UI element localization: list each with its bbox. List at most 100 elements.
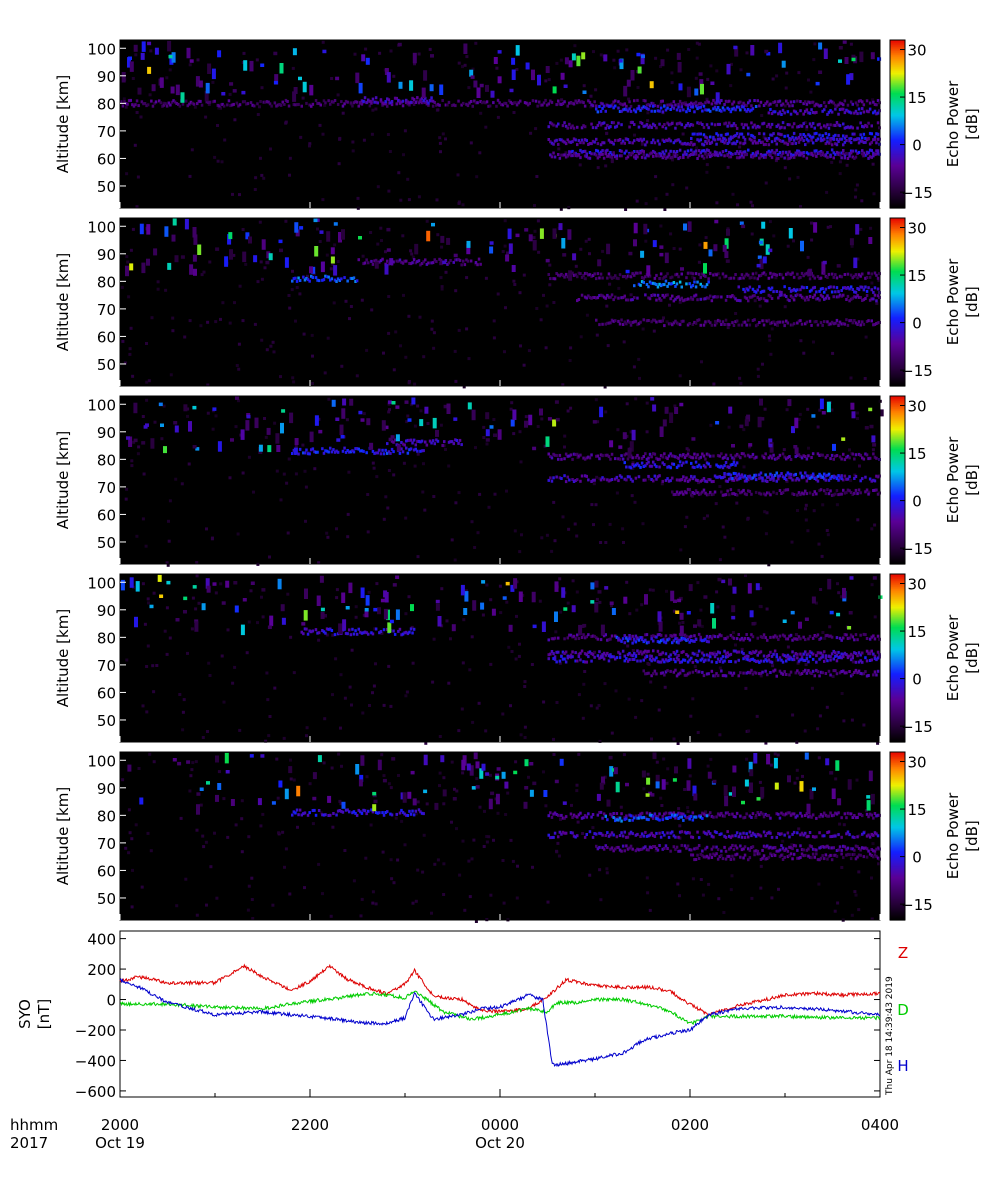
x-tick-label: 2000 [101, 1116, 139, 1134]
y-tick-label: 50 [97, 356, 116, 374]
meteor-echoes [120, 574, 883, 637]
y-tick-label: 50 [97, 178, 116, 196]
background-noise [122, 40, 880, 211]
series-label-z: Z [898, 944, 908, 962]
y-tick-label: 60 [97, 862, 116, 880]
hhmm-label: hhmm [10, 1116, 58, 1134]
echo-power-panel-5: 50 60 70 80 90 100 Altitude [km] −15 0 15 30 Echo P… [54, 751, 981, 923]
colorbar-tick-label: 15 [907, 801, 926, 819]
colorbar: −15 0 15 30 Echo Power [dB] [889, 573, 981, 743]
echo-layer [386, 438, 463, 447]
y-tick-label: 70 [97, 835, 116, 853]
echo-layer [690, 131, 881, 141]
y-tick-label: −600 [75, 1083, 116, 1101]
y-axis-label: Altitude [km] [54, 75, 72, 173]
y-tick-label: 60 [97, 150, 116, 168]
colorbar-tick-label: 30 [907, 398, 926, 416]
x-tick-label: 0200 [671, 1116, 709, 1134]
echo-power-panel-2: 50 60 70 80 90 100 Altitude [km] −15 0 15 30 Echo P… [54, 217, 981, 389]
y-axis-unit: [nT] [35, 999, 53, 1029]
y-tick-label: 80 [97, 807, 116, 825]
colorbar-tick-label: 0 [912, 849, 922, 867]
x-tick-label: 0000 [481, 1116, 519, 1134]
y-tick-label: 100 [87, 574, 116, 592]
y-tick-label: 50 [97, 534, 116, 552]
x-date-label: Oct 19 [95, 1134, 145, 1152]
echo-layer [291, 808, 425, 817]
line-plot-frame [119, 930, 881, 1098]
y-axis-label: SYO [16, 999, 34, 1029]
y-tick-label: 50 [97, 712, 116, 730]
colorbar-tick-label: 0 [912, 671, 922, 689]
y-tick-label: 100 [87, 218, 116, 236]
echo-layer [547, 452, 881, 462]
colorbar-frame [889, 39, 906, 209]
y-axis-label: Altitude [km] [54, 431, 72, 529]
echo-layer [547, 632, 881, 642]
colorbar-tick-label: 15 [907, 89, 926, 107]
colorbar-tick-label: 0 [912, 137, 922, 155]
y-tick-label: −200 [75, 1022, 116, 1040]
colorbar-tick-label: −15 [901, 718, 933, 736]
echo-layer [359, 96, 435, 105]
heatmap-background [120, 218, 880, 386]
colorbar-tick-label: 0 [912, 315, 922, 333]
meteor-echoes [125, 218, 873, 281]
y-tick-label: 80 [97, 273, 116, 291]
echo-layer [595, 104, 758, 114]
y-tick-label: 200 [87, 961, 116, 979]
y-axis-label: Altitude [km] [54, 609, 72, 707]
y-tick-label: 70 [97, 479, 116, 497]
meteor-echoes [121, 40, 882, 103]
y-tick-label: 100 [87, 396, 116, 414]
colorbar-unit: [dB] [963, 464, 981, 496]
y-tick-label: 70 [97, 123, 116, 141]
x-tick-label: 2200 [291, 1116, 329, 1134]
echo-power-panel-1: 50 60 70 80 90 100 Altitude [km] −15 0 15 30 Echo P… [54, 39, 981, 211]
colorbar-tick-label: 15 [907, 445, 926, 463]
y-tick-label: 80 [97, 629, 116, 647]
colorbar-unit: [dB] [963, 642, 981, 674]
colorbar-tick-label: 0 [912, 493, 922, 511]
colorbar-frame [889, 751, 906, 921]
y-tick-label: 70 [97, 301, 116, 319]
echo-layer [547, 654, 881, 664]
colorbar-unit: [dB] [963, 820, 981, 852]
colorbar: −15 0 15 30 Echo Power [dB] [889, 217, 981, 387]
x-tick-label: 0400 [861, 1116, 899, 1134]
y-tick-label: 80 [97, 451, 116, 469]
series-line-z [119, 963, 881, 1016]
y-tick-label: 100 [87, 40, 116, 58]
echo-layer [604, 813, 709, 823]
year-label: 2017 [10, 1134, 48, 1152]
colorbar: −15 0 15 30 Echo Power [dB] [889, 751, 981, 921]
y-tick-label: 60 [97, 684, 116, 702]
echo-layer [291, 446, 425, 456]
y-tick-label: 90 [97, 68, 116, 86]
colorbar: −15 0 15 30 Echo Power [dB] [889, 395, 981, 565]
colorbar-tick-label: 30 [907, 220, 926, 238]
y-tick-label: 80 [97, 95, 116, 113]
colorbar-frame [889, 217, 906, 387]
echo-layer [718, 471, 843, 481]
colorbar-unit: [dB] [963, 286, 981, 318]
y-tick-label: 50 [97, 890, 116, 908]
colorbar-tick-label: −15 [901, 362, 933, 380]
y-tick-label: 90 [97, 424, 116, 442]
colorbar-label: Echo Power [944, 258, 962, 345]
echo-layer [595, 318, 881, 328]
echo-layer [671, 487, 881, 497]
echo-layer [547, 98, 881, 108]
colorbar-label: Echo Power [944, 792, 962, 879]
echo-layer [547, 120, 881, 130]
echo-layer [576, 293, 881, 303]
echo-power-panel-3: 50 60 70 80 90 100 Altitude [km] −15 0 15 30 Echo P… [54, 395, 981, 567]
colorbar-unit: [dB] [963, 108, 981, 140]
echo-layer [291, 274, 359, 283]
colorbar-frame [889, 395, 906, 565]
y-axis-label: Altitude [km] [54, 787, 72, 885]
echo-layer [547, 474, 881, 484]
background-noise [120, 219, 881, 389]
